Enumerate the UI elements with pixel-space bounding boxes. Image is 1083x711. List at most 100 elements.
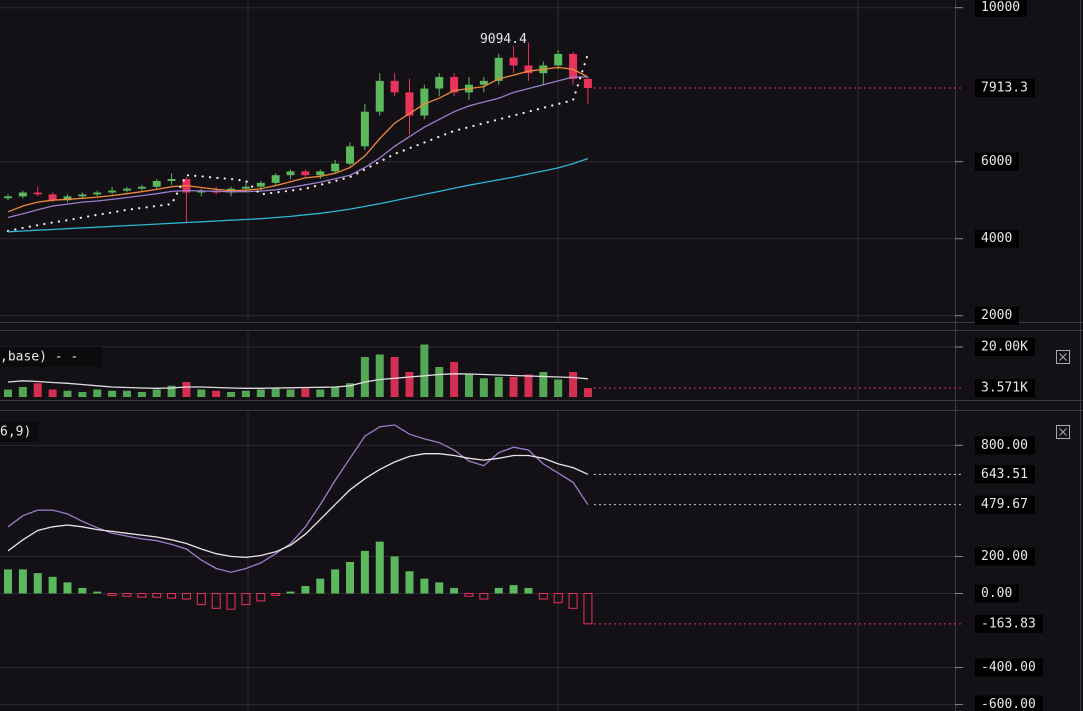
histogram-bar [286,591,295,594]
candle-body [450,77,459,93]
candle-body [494,57,503,81]
histogram-bar [196,592,206,606]
candle-body [137,186,146,189]
histogram-bar [122,592,132,597]
close-button[interactable] [1056,350,1070,364]
indicator-line [7,157,589,233]
candle-body [33,192,42,195]
volume-bar [375,354,384,397]
volume-bar [108,390,117,397]
volume-bar [18,387,27,397]
candle-body [152,180,161,187]
panel-gap [0,401,1083,410]
candle-body [241,186,250,189]
axis-value-label: 4000 [981,231,1012,246]
indicator-label: ,base) - - [0,350,78,365]
candle-body [167,179,176,181]
volume-bar [583,388,592,397]
volume-bar [93,389,102,397]
indicator-label-box [0,347,102,367]
histogram-bar [4,569,12,594]
candle-body [375,80,384,112]
close-box[interactable] [1056,425,1070,439]
indicator-line [7,76,588,219]
histogram-bar [435,582,444,594]
axis-value-label: 0.00 [981,586,1012,601]
histogram-bar [33,573,42,594]
volume-bar [48,389,57,397]
histogram-bar [524,587,533,594]
label-box [975,152,1019,171]
histogram-bar [538,592,548,600]
volume-bar [4,389,12,397]
candle-body [554,53,563,66]
label-box [975,0,1027,17]
histogram-bar [271,592,281,596]
volume-bar [569,372,578,397]
label-box [975,465,1035,484]
label-box [975,379,1035,398]
histogram-bar [331,569,340,594]
label-box [975,695,1043,711]
histogram-bar [226,592,236,610]
candle-body [360,111,369,147]
volume-bar [360,357,369,397]
axis-value-label: 2000 [981,308,1012,323]
axis-value-label: 479.67 [981,497,1028,512]
volume-bar [331,387,340,397]
volume-bar [63,390,72,397]
volume-bar [212,390,221,397]
label-box [975,614,1043,633]
axis-value-label: -163.83 [981,616,1036,631]
label-box [975,584,1019,603]
histogram-bar [316,578,325,594]
histogram-bar [346,562,355,594]
candle-body [4,196,12,199]
histogram-bar [181,592,191,600]
axis-value-label: 200.00 [981,549,1028,564]
candle-body [286,171,295,176]
candle-body [78,194,87,197]
label-box [975,306,1019,325]
histogram-bar [450,587,459,594]
volume-bar [167,385,176,397]
label-box [975,338,1035,356]
close-icon[interactable] [1059,428,1067,436]
histogram-bar [256,592,266,602]
volume-bar [464,374,473,397]
close-button[interactable] [1056,425,1070,439]
label-box [975,79,1035,98]
close-icon[interactable] [1059,353,1067,361]
histogram-bar [137,592,147,598]
histogram-bar [583,592,593,625]
volume-bar [420,344,429,397]
candle-body [63,196,72,201]
volume-bar [346,383,355,397]
volume-bar [494,377,503,397]
volume-bar [524,374,533,397]
histogram-bar [48,576,57,594]
candle-body [18,192,27,197]
volume-bar [137,392,146,397]
label-box [975,495,1035,514]
close-box[interactable] [1056,350,1070,364]
volume-bar [301,388,310,397]
axis-value-label: 7913.3 [981,81,1028,96]
histogram-bar [405,571,414,594]
histogram-bar [241,592,251,606]
candle-body [524,65,533,74]
axis-value-label: -400.00 [981,660,1036,675]
candle-body [301,171,310,176]
label-box [975,229,1019,248]
histogram-bar [553,592,563,604]
axis-value-label: -600.00 [981,697,1036,711]
volume-bar [227,392,236,397]
candle-body [405,92,414,116]
volume-bar [316,389,325,397]
candle-body [569,53,578,79]
volume-bar [241,390,250,397]
indicator-line [7,373,588,389]
histogram-bar [107,592,117,596]
candle-body [316,171,325,176]
